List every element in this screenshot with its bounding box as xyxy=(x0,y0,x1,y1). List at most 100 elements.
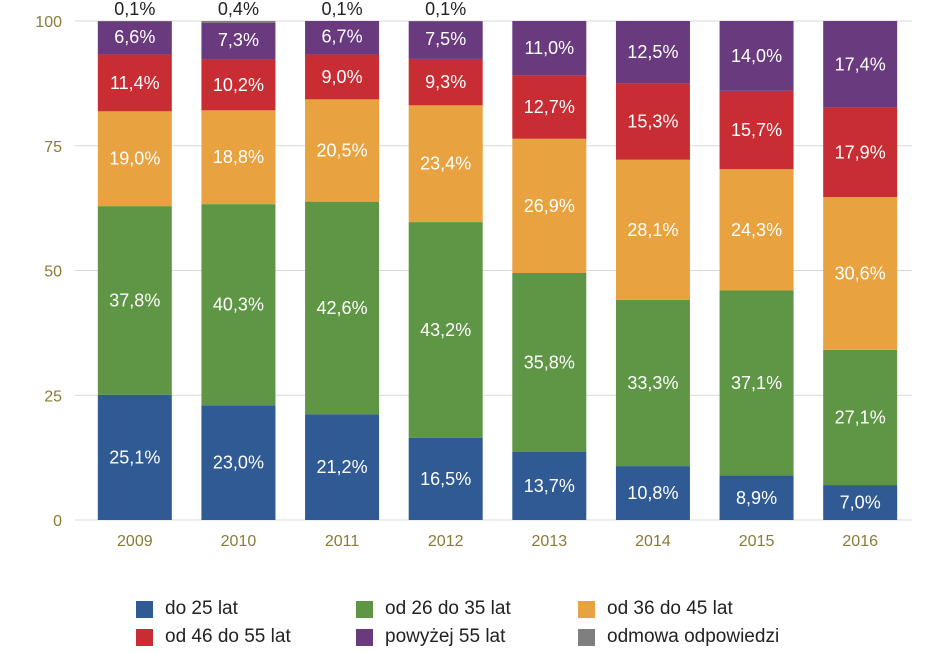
data-label: 13,7% xyxy=(524,476,575,496)
data-label: 9,0% xyxy=(322,67,363,87)
data-label: 17,4% xyxy=(835,54,886,74)
y-axis-ticks: 0 25 50 75 100 xyxy=(35,14,62,530)
legend-swatch xyxy=(136,628,153,646)
bar-segment xyxy=(97,206,172,395)
bar-segment xyxy=(615,159,690,300)
legend-swatch xyxy=(136,600,153,618)
legend-item: od 26 do 35 lat xyxy=(356,596,578,622)
data-label: 30,6% xyxy=(835,263,886,283)
x-tick-label: 2010 xyxy=(221,533,257,550)
y-tick-label: 25 xyxy=(44,388,62,405)
legend-item: do 25 lat xyxy=(136,596,356,622)
data-label: 35,8% xyxy=(524,352,575,372)
bar-segment xyxy=(97,21,172,55)
data-label: 19,0% xyxy=(109,149,160,169)
data-label: 33,3% xyxy=(627,373,678,393)
bar-segment xyxy=(512,21,587,76)
legend-label: powyżej 55 lat xyxy=(385,626,506,647)
data-label: 37,8% xyxy=(109,290,160,310)
bar-segment xyxy=(201,405,276,520)
data-label: 11,4% xyxy=(110,73,160,93)
bar-segment xyxy=(719,475,794,520)
bar-segment xyxy=(512,75,587,139)
bars xyxy=(97,21,898,520)
bar-segment xyxy=(615,83,690,160)
bar-segment xyxy=(305,201,380,415)
bar-segment xyxy=(719,290,794,476)
legend-swatch xyxy=(356,600,373,618)
bar-segment xyxy=(408,222,483,438)
data-label: 12,5% xyxy=(627,42,678,62)
y-tick-label: 100 xyxy=(35,14,62,31)
data-label: 42,6% xyxy=(317,298,368,318)
bar-segment xyxy=(305,414,380,520)
x-tick-label: 2016 xyxy=(842,533,878,550)
bar-segment xyxy=(512,272,587,452)
data-labels: 25,1% 37,8% 19,0% 11,4% 6,6% 0,1% 23,0% 40,3% 18… xyxy=(109,0,885,513)
legend-item: od 46 do 55 lat xyxy=(136,624,356,650)
data-label: 20,5% xyxy=(317,140,368,160)
legend-swatch xyxy=(356,628,373,646)
data-label: 0,1% xyxy=(114,0,155,19)
bar-segment xyxy=(823,485,898,520)
bar-segment xyxy=(408,21,483,59)
legend-label: od 36 do 45 lat xyxy=(607,598,733,619)
data-label: 21,2% xyxy=(317,457,368,477)
bar-segment xyxy=(719,169,794,291)
data-label: 10,2% xyxy=(213,75,264,95)
legend-label: odmowa odpowiedzi xyxy=(607,626,780,647)
bar-segment xyxy=(408,58,483,106)
bar-segment xyxy=(823,349,898,486)
data-label: 15,3% xyxy=(627,112,678,132)
data-label: 40,3% xyxy=(213,295,264,315)
data-label: 16,5% xyxy=(420,469,471,489)
data-label: 23,4% xyxy=(420,154,471,174)
bar-segment xyxy=(201,110,276,205)
bar-segment xyxy=(615,21,690,84)
legend-label: od 26 do 35 lat xyxy=(385,598,511,619)
data-label: 7,0% xyxy=(840,493,881,513)
bar-segment xyxy=(615,466,690,520)
data-label: 0,1% xyxy=(322,0,363,19)
legend-item: od 36 do 45 lat xyxy=(578,596,838,622)
data-label: 10,8% xyxy=(627,483,678,503)
data-label: 25,1% xyxy=(109,447,160,467)
y-tick-label: 0 xyxy=(53,513,62,530)
bar-segment xyxy=(512,451,587,520)
data-label: 18,8% xyxy=(213,147,264,167)
legend-item: powyżej 55 lat xyxy=(356,624,578,650)
bar-segment xyxy=(512,138,587,273)
bar-segment xyxy=(823,107,898,198)
data-label: 11,0% xyxy=(524,38,574,58)
bar-segment xyxy=(97,54,172,112)
y-tick-label: 50 xyxy=(44,264,62,281)
data-label: 6,7% xyxy=(322,27,363,47)
bar-segment xyxy=(201,59,276,111)
legend: do 25 lat od 26 do 35 lat od 36 do 45 lat o… xyxy=(136,596,856,650)
data-label: 28,1% xyxy=(627,220,678,240)
data-label: 9,3% xyxy=(425,72,466,92)
x-tick-label: 2015 xyxy=(739,533,775,550)
bar-segment xyxy=(823,21,898,108)
bar-segment xyxy=(823,197,898,350)
data-label: 8,9% xyxy=(736,488,777,508)
data-label: 23,0% xyxy=(213,453,264,473)
data-label: 37,1% xyxy=(731,373,782,393)
data-label: 15,7% xyxy=(731,120,782,140)
data-label: 24,3% xyxy=(731,220,782,240)
bar-segment xyxy=(97,111,172,207)
y-tick-label: 75 xyxy=(44,139,62,156)
x-tick-label: 2009 xyxy=(117,533,153,550)
bar-segment xyxy=(201,21,276,23)
data-label: 6,6% xyxy=(114,27,155,47)
x-axis-ticks: 2009 2010 2011 2012 2013 2014 2015 2016 xyxy=(117,533,878,550)
data-label: 43,2% xyxy=(420,320,471,340)
legend-swatch xyxy=(578,600,595,618)
data-label: 27,1% xyxy=(835,407,886,427)
bar-segment xyxy=(719,21,794,91)
data-label: 7,5% xyxy=(425,29,466,49)
bar-segment xyxy=(719,90,794,170)
legend-label: do 25 lat xyxy=(165,598,238,619)
data-label: 17,9% xyxy=(835,142,886,162)
